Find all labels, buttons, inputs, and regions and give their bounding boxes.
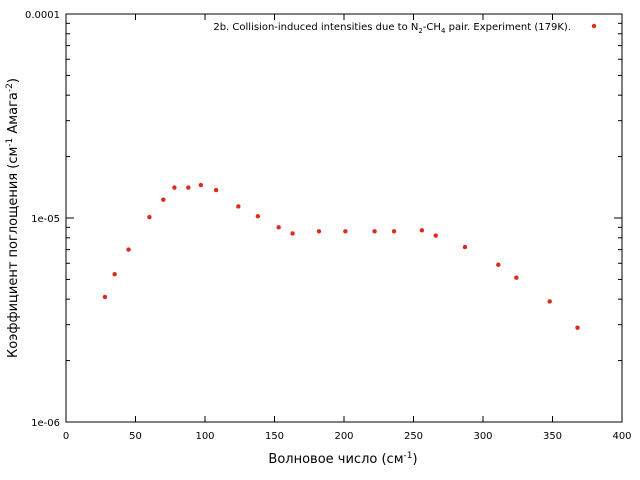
data-point: [496, 262, 501, 267]
legend-label: 2b. Collision-induced intensities due to…: [213, 22, 571, 35]
x-tick-label: 50: [129, 431, 142, 442]
data-point: [236, 204, 241, 209]
data-point: [102, 294, 108, 300]
data-point: [147, 214, 152, 220]
svg-text:Коэффициент поглощения (см-1 А: Коэффициент поглощения (см-1 Амага-2): [5, 78, 21, 358]
data-point: [255, 214, 261, 219]
y-axis-title: Коэффициент поглощения (см-1 Амага-2): [5, 78, 21, 358]
x-axis-title-close: ): [412, 452, 417, 467]
data-point: [112, 272, 117, 277]
x-axis-title: Волновое число (см-1): [268, 451, 417, 467]
y-axis-title-mid: Амага: [6, 92, 21, 138]
data-point: [290, 231, 295, 236]
data-point: [462, 244, 468, 250]
legend-label-s1: 2: [418, 27, 422, 35]
x-tick-label: 250: [404, 431, 423, 442]
x-tick-label: 350: [543, 431, 562, 442]
y-tick-label: 0.0001: [25, 10, 60, 21]
x-tick-label: 400: [612, 431, 631, 442]
y-axis-title-prefix: Коэффициент поглощения (см: [6, 147, 21, 358]
x-tick-label: 300: [473, 431, 492, 442]
data-point: [186, 185, 191, 190]
data-point: [172, 185, 177, 190]
data-point: [126, 247, 131, 252]
legend-label-t3: pair. Experiment (179K).: [445, 22, 571, 33]
data-point: [433, 233, 438, 238]
y-axis-title-close: ): [6, 78, 21, 83]
y-tick-label: 1e-05: [31, 214, 60, 225]
data-point: [514, 275, 519, 280]
x-tick-label: 200: [334, 431, 353, 442]
data-point: [575, 325, 580, 330]
legend-label-t1: 2b. Collision-induced intensities due to…: [213, 22, 418, 33]
x-tick-label: 100: [195, 431, 214, 442]
data-point: [547, 299, 552, 304]
data-point: [213, 187, 219, 193]
x-tick-label: 150: [265, 431, 284, 442]
data-point: [419, 228, 425, 233]
data-point: [391, 229, 397, 234]
legend-label-s2: 4: [441, 27, 446, 35]
data-point: [316, 229, 322, 234]
legend-label-t2: -CH: [423, 22, 441, 33]
data-point: [276, 225, 281, 230]
data-point: [198, 182, 204, 188]
x-tick-label: 0: [63, 431, 69, 442]
data-point: [343, 229, 348, 234]
x-axis-title-text: Волновое число (см: [268, 452, 403, 467]
y-axis-title-sup1: -1: [5, 138, 15, 147]
data-point: [372, 229, 377, 234]
legend-marker: [591, 23, 597, 29]
y-axis-title-sup2: -2: [5, 83, 15, 92]
data-point: [161, 197, 166, 202]
y-tick-label: 1e-06: [31, 418, 60, 429]
x-axis-title-sup: -1: [404, 451, 413, 461]
